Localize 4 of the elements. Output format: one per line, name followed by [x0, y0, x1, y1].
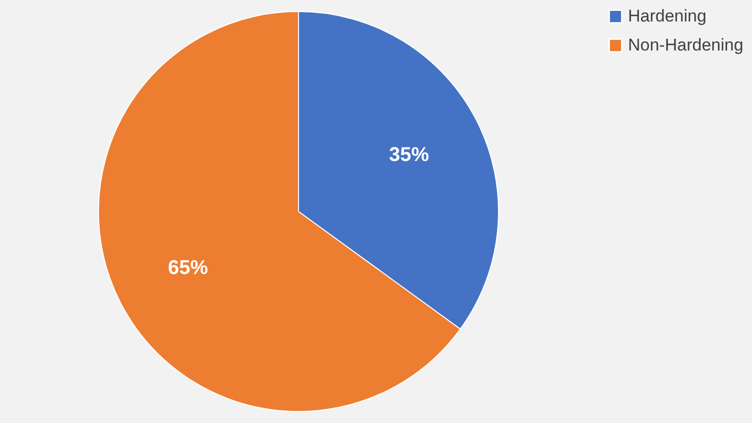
- legend-label: Non-Hardening: [628, 36, 744, 54]
- legend-label: Hardening: [628, 6, 706, 26]
- data-label: 65%: [168, 256, 208, 279]
- data-label: 35%: [388, 144, 430, 166]
